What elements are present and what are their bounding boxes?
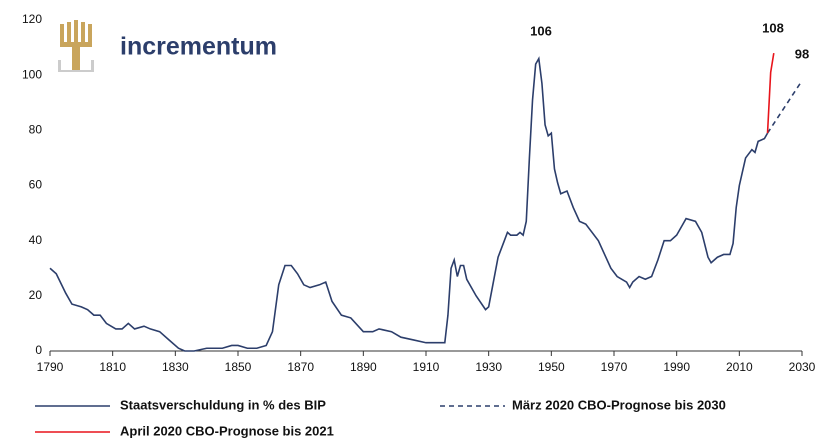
- x-tick-label: 1930: [475, 360, 502, 374]
- y-tick-label: 100: [22, 67, 42, 81]
- x-tick-label: 1910: [413, 360, 440, 374]
- legend-label: April 2020 CBO-Prognose bis 2021: [120, 423, 334, 438]
- annotation: 108: [762, 20, 784, 35]
- x-tick-label: 1870: [287, 360, 314, 374]
- legend-label: Staatsverschuldung in % des BIP: [120, 397, 326, 412]
- x-tick-label: 2030: [789, 360, 816, 374]
- x-tick-label: 1950: [538, 360, 565, 374]
- y-tick-label: 0: [35, 343, 42, 357]
- x-tick-label: 1850: [225, 360, 252, 374]
- x-tick-label: 1970: [601, 360, 628, 374]
- y-tick-label: 120: [22, 12, 42, 26]
- y-tick-label: 80: [29, 123, 43, 137]
- legend-label: März 2020 CBO-Prognose bis 2030: [512, 397, 726, 412]
- x-tick-label: 1990: [663, 360, 690, 374]
- x-tick-label: 2010: [726, 360, 753, 374]
- y-tick-label: 20: [29, 288, 43, 302]
- x-tick-label: 1890: [350, 360, 377, 374]
- logo-icon: [58, 20, 94, 72]
- x-tick-label: 1790: [37, 360, 64, 374]
- annotation: 106: [530, 23, 552, 38]
- logo-text: incrementum: [120, 33, 277, 61]
- x-tick-label: 1830: [162, 360, 189, 374]
- line-series: [766, 52, 775, 134]
- annotation: 98: [795, 46, 809, 61]
- x-tick-label: 1810: [99, 360, 126, 374]
- y-tick-label: 60: [29, 178, 43, 192]
- line-series: [49, 56, 769, 352]
- line-series: [766, 80, 803, 134]
- y-tick-label: 40: [29, 233, 43, 247]
